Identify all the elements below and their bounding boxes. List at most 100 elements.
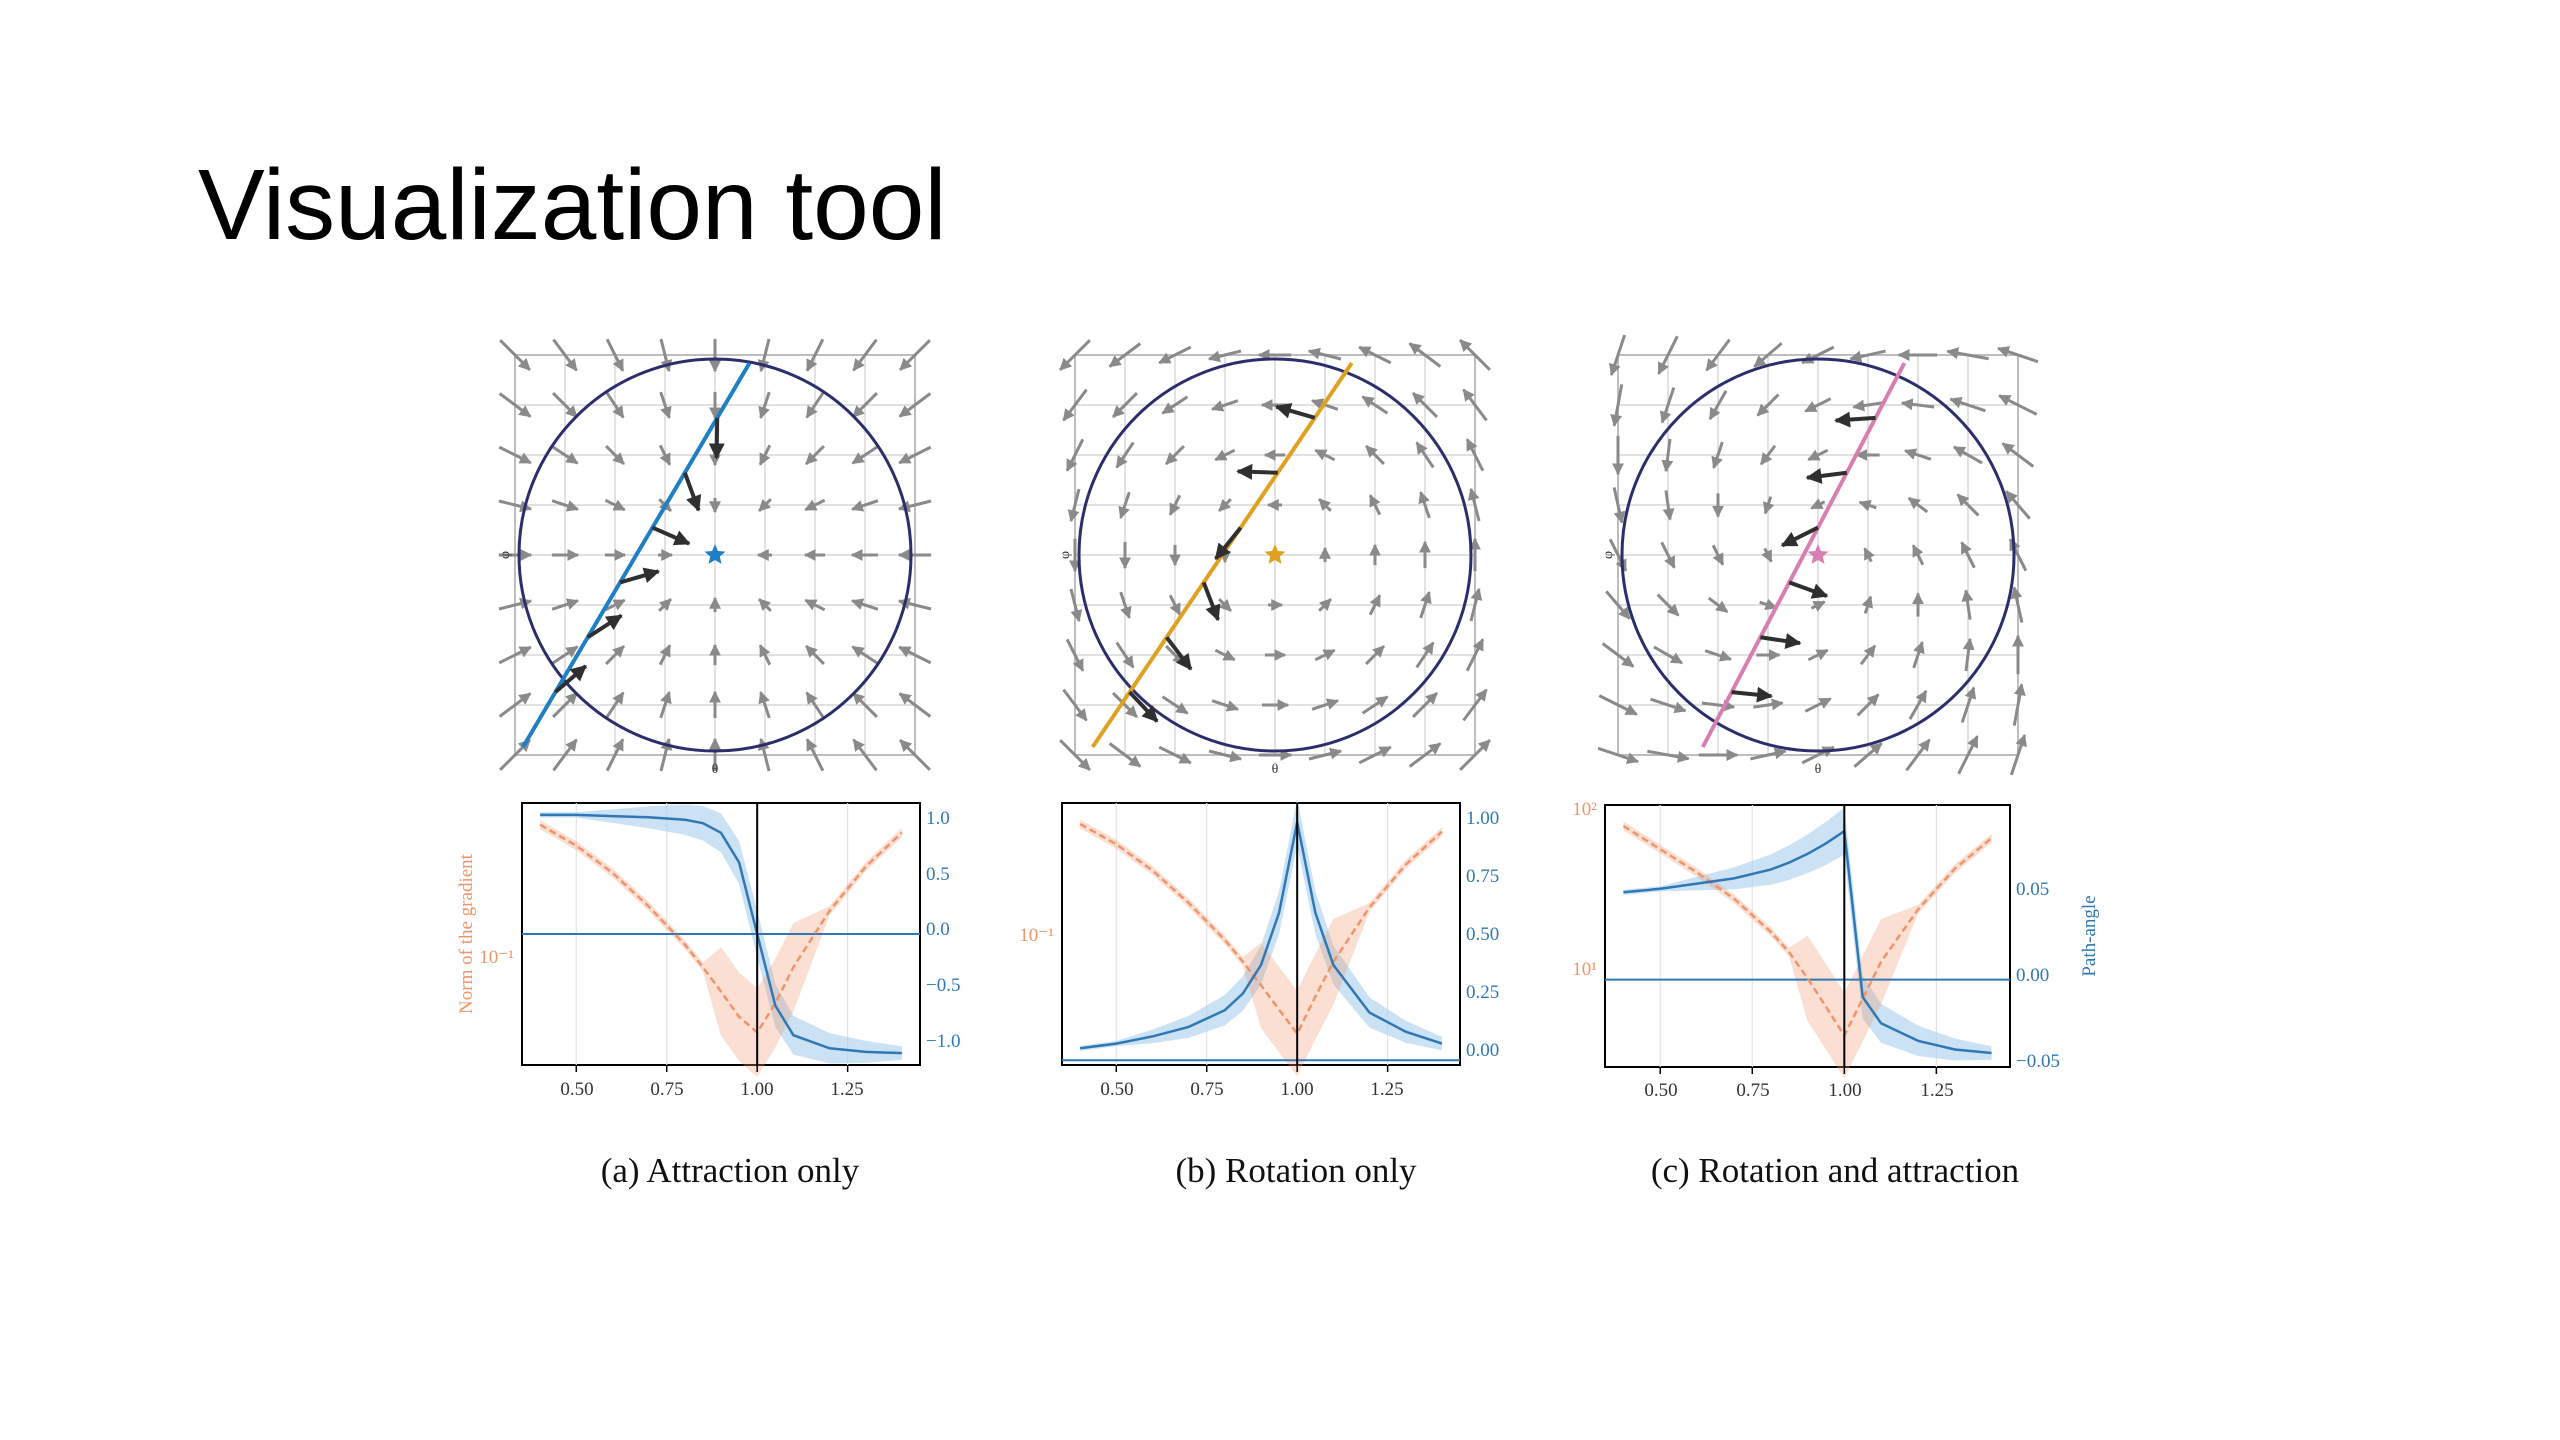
field-arrow (605, 691, 625, 719)
field-arrow (1660, 541, 1676, 569)
field-arrow (758, 444, 772, 466)
field-arrow (1750, 747, 1787, 761)
field-arrow (1960, 686, 1977, 723)
optimum-star (1807, 544, 1829, 564)
field-arrow (1112, 692, 1138, 718)
right-tick-label: 0.00 (1466, 1040, 1499, 1061)
field-arrow (898, 692, 932, 718)
field-arrow (605, 391, 625, 419)
caption-a: (a) Attraction only (601, 1151, 860, 1190)
field-arrow (1065, 438, 1085, 472)
field-arrow (659, 391, 672, 420)
trajectory-arrow (1731, 686, 1773, 703)
field-arrow (2001, 442, 2035, 468)
field-arrow (805, 645, 825, 665)
trajectory-arrow (1760, 633, 1802, 649)
field-arrow (1759, 598, 1778, 611)
field-arrow (758, 598, 772, 612)
x-tick-labels: 0.50 0.75 1.00 1.25 (1644, 1080, 1953, 1101)
right-tick-label: 0.50 (1466, 924, 1499, 945)
vector-field-b: θ φ (1058, 339, 1491, 777)
field-arrow (1907, 496, 1929, 514)
field-arrow (1462, 688, 1488, 722)
field-arrow (1653, 645, 1684, 665)
field-arrow (1358, 345, 1392, 365)
field-arrows (498, 338, 932, 772)
field-arrow (1318, 598, 1332, 612)
trajectory-arrow (586, 613, 623, 639)
field-arrow (498, 645, 532, 665)
field-arrow (658, 444, 672, 466)
field-arrow (1701, 699, 1736, 712)
unit-circle (1077, 357, 1473, 753)
field-arrow (1849, 349, 1886, 363)
caption-c: (c) Rotation and attraction (1651, 1151, 2019, 1190)
field-arrow (551, 445, 579, 465)
field-arrow (1863, 547, 1875, 563)
left-tick-label: 10⁻¹ (479, 947, 514, 968)
field-arrow (1161, 695, 1189, 715)
trajectory-arrow (1236, 463, 1278, 480)
field-x-label: θ (1815, 762, 1822, 777)
field-arrow (1753, 342, 1783, 368)
field-arrow (659, 690, 672, 719)
field-arrow (1067, 488, 1081, 523)
field-arrow (805, 445, 825, 465)
field-arrow (605, 738, 625, 772)
field-arrow (552, 738, 578, 772)
field-arrow (758, 498, 772, 512)
field-arrow (1996, 346, 2039, 364)
field-arrow (1903, 448, 1932, 461)
field-arrow (1946, 347, 1989, 361)
trajectory-arrow (619, 567, 661, 585)
field-arrow (898, 392, 932, 418)
field-arrow (1207, 349, 1242, 363)
field-arrow (1415, 641, 1435, 669)
field-arrow (1708, 390, 1728, 421)
field-arrow (1900, 398, 1935, 411)
x-tick-label: 1.25 (1920, 1080, 1953, 1101)
field-arrow (1962, 637, 1975, 672)
field-arrow (898, 645, 932, 665)
field-arrow (805, 391, 825, 419)
trajectory-line (521, 361, 752, 749)
field-arrow (1218, 498, 1232, 512)
field-arrow (1661, 438, 1674, 473)
field-arrow (1368, 494, 1382, 516)
field-arrow (1365, 645, 1385, 665)
field-arrow (1998, 394, 2038, 416)
field-arrow (1956, 493, 1980, 517)
right-tick-labels: 1.0 0.5 0.0 −0.5 −1.0 (926, 808, 960, 1052)
field-arrow (899, 739, 931, 771)
field-arrow (1314, 648, 1336, 662)
field-arrow (498, 445, 532, 465)
field-arrow (605, 645, 625, 665)
chart-marks (1062, 798, 1460, 1077)
field-arrow (899, 339, 931, 371)
field-arrow (1214, 648, 1236, 662)
trajectory-arrow (1834, 411, 1876, 428)
unit-circle (1620, 357, 2016, 753)
right-tick-labels: 1.00 0.75 0.50 0.25 0.00 (1466, 808, 1499, 1061)
x-tick-label: 0.50 (1644, 1080, 1677, 1101)
field-arrow (805, 738, 825, 772)
x-tick-label: 1.00 (740, 1079, 773, 1100)
panel-b: θ φ 0.50 0.75 1.00 1.25 1.00 0.75 0.50 0… (1019, 339, 1499, 1190)
field-arrow (1657, 335, 1679, 375)
field-arrow (805, 691, 825, 719)
field-arrow (1905, 738, 1931, 772)
right-tick-label: 0.0 (926, 919, 950, 940)
field-arrow (1961, 589, 1974, 620)
field-arrow (1065, 638, 1085, 672)
norm-series (539, 823, 903, 1035)
field-arrow (852, 692, 878, 718)
field-arrow (1762, 496, 1775, 515)
field-arrow (1610, 384, 1624, 427)
field-arrow (1311, 698, 1340, 711)
trajectory-arrow (554, 664, 588, 694)
chart-marks (522, 803, 920, 1077)
right-tick-label: 0.05 (2016, 879, 2049, 900)
field-arrow (1911, 544, 1925, 566)
right-tick-label: 0.25 (1466, 982, 1499, 1003)
